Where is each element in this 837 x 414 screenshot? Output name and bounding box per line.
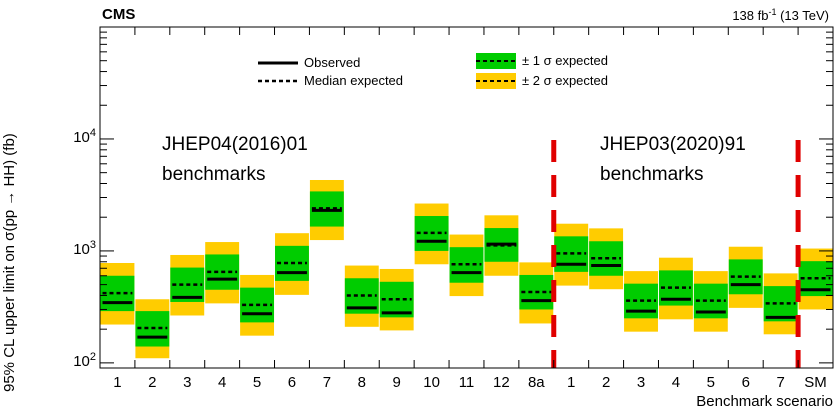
x-tick-label: 4 bbox=[672, 374, 680, 391]
legend-observed: Observed bbox=[258, 55, 360, 71]
x-tick-label: SM bbox=[804, 374, 827, 391]
two-sigma-swatch bbox=[476, 73, 516, 89]
experiment-label: CMS bbox=[102, 6, 136, 23]
y-tick-base: 10 bbox=[73, 352, 90, 370]
observed-lines bbox=[102, 208, 831, 339]
x-axis-tick-labels: 1 2 3 4 5 6 7 8 9 10 11 12 8a 1 2 3 4 5 6 7 SM bbox=[113, 374, 827, 391]
x-tick-label: 6 bbox=[742, 374, 750, 391]
x-tick-label: 7 bbox=[323, 374, 331, 391]
y-tick-exponent: 2 bbox=[89, 350, 96, 363]
x-tick-label: 5 bbox=[253, 374, 261, 391]
right-group-title: JHEP03(2020)91 bbox=[600, 134, 746, 155]
expected-line-swatch bbox=[258, 79, 298, 83]
legend-two-sigma: ± 2 σ expected bbox=[476, 73, 608, 89]
x-tick-label: 2 bbox=[148, 374, 156, 391]
x-tick-label: 1 bbox=[567, 374, 575, 391]
left-group-subtitle: benchmarks bbox=[162, 164, 266, 185]
lumi-energy: (13 TeV) bbox=[776, 8, 829, 23]
lumi-unit-exponent: -1 bbox=[768, 7, 777, 17]
x-tick-label: 9 bbox=[393, 374, 401, 391]
left-group-title: JHEP04(2016)01 bbox=[162, 134, 308, 155]
y-tick-exponent: 4 bbox=[89, 126, 96, 139]
legend-two-sigma-label: ± 2 σ expected bbox=[522, 73, 608, 88]
y-tick-exponent: 3 bbox=[89, 238, 96, 251]
lumi-value: 138 fb bbox=[732, 8, 769, 23]
x-tick-label: 1 bbox=[113, 374, 121, 391]
legend-observed-label: Observed bbox=[304, 55, 361, 70]
benchmark-dividers bbox=[551, 140, 801, 368]
x-tick-label: 4 bbox=[218, 374, 226, 391]
x-tick-label: 11 bbox=[459, 374, 475, 391]
x-tick-label: 2 bbox=[602, 374, 610, 391]
x-tick-label: 3 bbox=[183, 374, 191, 391]
y-tick-base: 10 bbox=[73, 240, 90, 258]
right-group-subtitle: benchmarks bbox=[600, 164, 704, 185]
legend-one-sigma-label: ± 1 σ expected bbox=[522, 53, 608, 68]
observed-line-swatch bbox=[258, 61, 298, 65]
x-tick-label: 8 bbox=[358, 374, 366, 391]
legend-median-expected-label: Median expected bbox=[304, 73, 404, 88]
x-tick-label: 5 bbox=[707, 374, 715, 391]
one-sigma-swatch bbox=[476, 53, 516, 69]
y-tick-label: 103 bbox=[60, 239, 96, 258]
x-axis-title: Benchmark scenario bbox=[696, 393, 833, 410]
y-tick-label: 104 bbox=[60, 127, 96, 146]
y-tick-label: 102 bbox=[60, 351, 96, 370]
y-axis-ticks bbox=[100, 26, 833, 369]
y-axis-title: 95% CL upper limit on σ(pp → HH) (fb) bbox=[1, 133, 18, 392]
x-tick-label: 6 bbox=[288, 374, 296, 391]
x-tick-label: 10 bbox=[423, 374, 440, 391]
legend-one-sigma: ± 1 σ expected bbox=[476, 53, 608, 69]
x-tick-label: 7 bbox=[776, 374, 784, 391]
x-tick-label: 3 bbox=[637, 374, 645, 391]
x-tick-label: 12 bbox=[493, 374, 510, 391]
lumi-label: 138 fb-1 (13 TeV) bbox=[732, 7, 829, 23]
x-tick-label: 8a bbox=[528, 374, 545, 391]
x-axis-ticks bbox=[99, 27, 834, 368]
legend-median-expected: Median expected bbox=[258, 73, 403, 89]
y-tick-base: 10 bbox=[73, 128, 90, 146]
